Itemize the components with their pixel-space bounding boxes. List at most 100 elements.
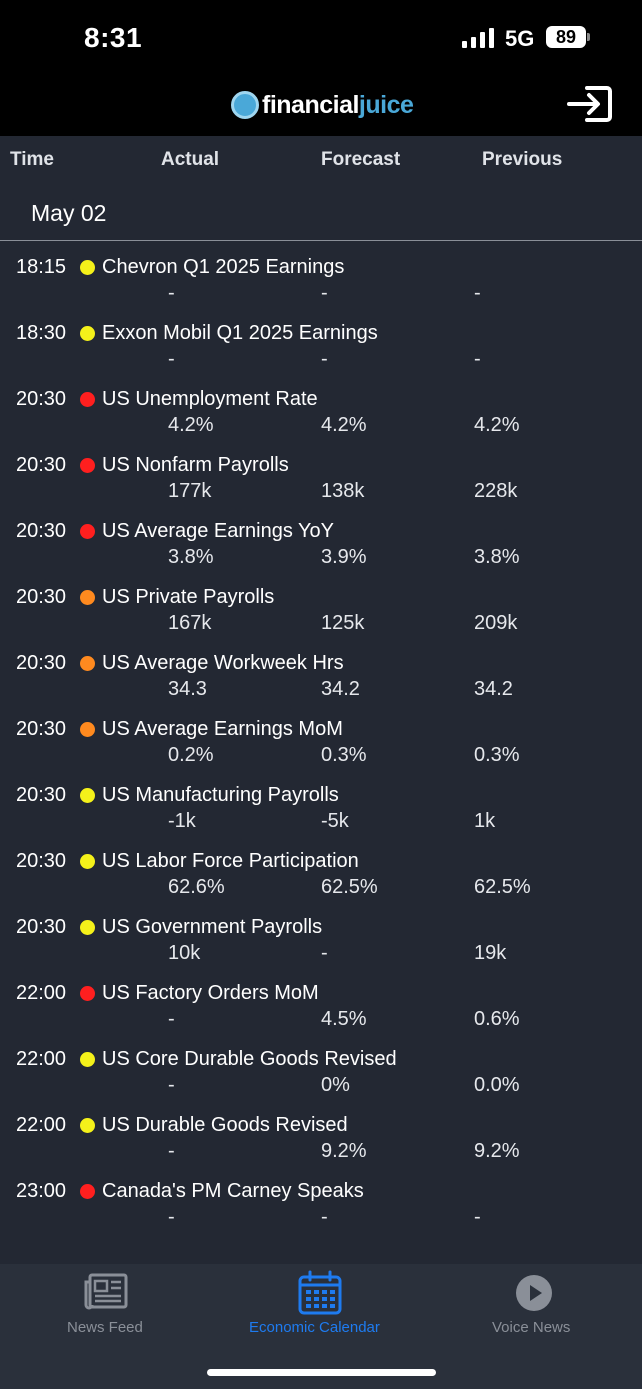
impact-dot-icon: [80, 458, 95, 473]
event-previous-value: -: [474, 348, 481, 370]
impact-dot-icon: [80, 1118, 95, 1133]
event-actual-value: 167k: [168, 612, 212, 634]
event-previous-value: 0.3%: [474, 744, 520, 766]
event-row[interactable]: 22:00 US Durable Goods Revised - 9.2% 9.2%: [0, 1100, 642, 1166]
tab-label-voice-news: Voice News: [492, 1319, 571, 1336]
event-previous-value: 1k: [474, 810, 496, 832]
event-row[interactable]: 20:30 US Labor Force Participation 62.6% 62…: [0, 836, 642, 902]
event-forecast-value: -5k: [321, 810, 349, 832]
event-forecast-value: -: [321, 348, 328, 370]
event-row[interactable]: 23:00 Canada's PM Carney Speaks - - -: [0, 1166, 642, 1232]
brand-logo: financialjuice: [231, 88, 414, 122]
impact-dot-icon: [80, 590, 95, 605]
event-name: US Average Earnings YoY: [102, 520, 335, 542]
event-name: US Manufacturing Payrolls: [102, 784, 339, 806]
impact-dot-icon: [80, 1184, 95, 1199]
event-previous-value: 62.5%: [474, 876, 531, 898]
event-row[interactable]: 20:30 US Average Earnings MoM 0.2% 0.3% 0.3%: [0, 704, 642, 770]
column-header-previous: Previous: [482, 149, 563, 170]
tab-economic-calendar[interactable]: Economic Calendar: [244, 1264, 396, 1354]
event-row[interactable]: 20:30 US Manufacturing Payrolls -1k -5k 1k: [0, 770, 642, 836]
event-name: US Core Durable Goods Revised: [102, 1048, 397, 1070]
event-forecast-value: -: [321, 1206, 328, 1228]
login-icon[interactable]: [565, 84, 613, 124]
event-previous-value: 19k: [474, 942, 507, 964]
newspaper-icon: [84, 1273, 128, 1310]
network-label: 5G: [505, 26, 535, 51]
tab-voice-news[interactable]: Voice News: [478, 1264, 592, 1354]
event-row[interactable]: 22:00 US Core Durable Goods Revised - 0% 0.0…: [0, 1034, 642, 1100]
column-header-time: Time: [10, 149, 55, 170]
event-row[interactable]: 20:30 US Private Payrolls 167k 125k 209k: [0, 572, 642, 638]
tab-news-feed[interactable]: News Feed: [52, 1264, 162, 1354]
event-row[interactable]: 20:30 US Unemployment Rate 4.2% 4.2% 4.2%: [0, 374, 642, 440]
event-forecast-value: 4.2%: [321, 414, 367, 436]
event-time: 20:30: [16, 454, 67, 476]
event-name: Exxon Mobil Q1 2025 Earnings: [102, 322, 378, 344]
event-row[interactable]: 18:15 Chevron Q1 2025 Earnings - - -: [0, 242, 642, 308]
event-name: US Durable Goods Revised: [102, 1114, 348, 1136]
event-actual-value: -: [168, 1008, 175, 1030]
event-actual-value: -: [168, 1140, 175, 1162]
event-time: 18:15: [16, 256, 67, 278]
column-header-actual: Actual: [161, 149, 220, 170]
event-previous-value: 9.2%: [474, 1140, 520, 1162]
column-header-row: Time Actual Forecast Previous: [0, 136, 642, 184]
impact-dot-icon: [80, 986, 95, 1001]
event-row[interactable]: 20:30 US Average Workweek Hrs 34.3 34.2 34.2: [0, 638, 642, 704]
event-previous-value: 0.6%: [474, 1008, 520, 1030]
event-previous-value: -: [474, 1206, 481, 1228]
event-forecast-value: 0%: [321, 1074, 350, 1096]
event-previous-value: 3.8%: [474, 546, 520, 568]
event-time: 20:30: [16, 388, 67, 410]
impact-dot-icon: [80, 722, 95, 737]
home-indicator[interactable]: [207, 1369, 436, 1376]
event-time: 22:00: [16, 1114, 67, 1136]
impact-dot-icon: [80, 326, 95, 341]
event-actual-value: -: [168, 282, 175, 304]
event-actual-value: 177k: [168, 480, 212, 502]
play-icon: [516, 1275, 552, 1311]
event-time: 20:30: [16, 850, 67, 872]
event-row[interactable]: 20:30 US Government Payrolls 10k - 19k: [0, 902, 642, 968]
status-time: 8:31: [84, 22, 143, 53]
event-actual-value: 0.2%: [168, 744, 214, 766]
event-previous-value: 228k: [474, 480, 518, 502]
event-time: 20:30: [16, 586, 67, 608]
event-time: 20:30: [16, 652, 67, 674]
event-previous-value: 4.2%: [474, 414, 520, 436]
event-forecast-value: 4.5%: [321, 1008, 367, 1030]
event-row[interactable]: 20:30 US Average Earnings YoY 3.8% 3.9% 3.8%: [0, 506, 642, 572]
calendar-icon: [298, 1270, 342, 1315]
event-previous-value: -: [474, 282, 481, 304]
event-forecast-value: -: [321, 282, 328, 304]
tab-label-news-feed: News Feed: [67, 1319, 143, 1336]
event-forecast-value: 0.3%: [321, 744, 367, 766]
event-actual-value: -1k: [168, 810, 196, 832]
event-actual-value: 10k: [168, 942, 201, 964]
impact-dot-icon: [80, 524, 95, 539]
impact-dot-icon: [80, 392, 95, 407]
brand-name-part2: juice: [358, 90, 414, 119]
column-header-forecast: Forecast: [321, 149, 401, 170]
event-row[interactable]: 22:00 US Factory Orders MoM - 4.5% 0.6%: [0, 968, 642, 1034]
event-row[interactable]: 20:30 US Nonfarm Payrolls 177k 138k 228k: [0, 440, 642, 506]
event-actual-value: 4.2%: [168, 414, 214, 436]
impact-dot-icon: [80, 788, 95, 803]
event-row[interactable]: 18:30 Exxon Mobil Q1 2025 Earnings - - -: [0, 308, 642, 374]
tab-bar: News Feed Economic Calendar Voice News: [0, 1264, 642, 1389]
event-time: 20:30: [16, 718, 67, 740]
battery-level: 89: [546, 26, 586, 48]
event-name: US Government Payrolls: [102, 916, 323, 938]
event-actual-value: -: [168, 348, 175, 370]
events-list: 18:15 Chevron Q1 2025 Earnings - - - 18:30 Exx…: [0, 242, 642, 1232]
battery-icon: 89: [546, 26, 590, 48]
impact-dot-icon: [80, 260, 95, 275]
date-section-header: May 02: [0, 184, 642, 241]
logo-icon: [231, 91, 259, 119]
event-previous-value: 34.2: [474, 678, 513, 700]
event-name: US Nonfarm Payrolls: [102, 454, 289, 476]
event-actual-value: -: [168, 1074, 175, 1096]
event-name: US Average Workweek Hrs: [102, 652, 344, 674]
event-previous-value: 0.0%: [474, 1074, 520, 1096]
